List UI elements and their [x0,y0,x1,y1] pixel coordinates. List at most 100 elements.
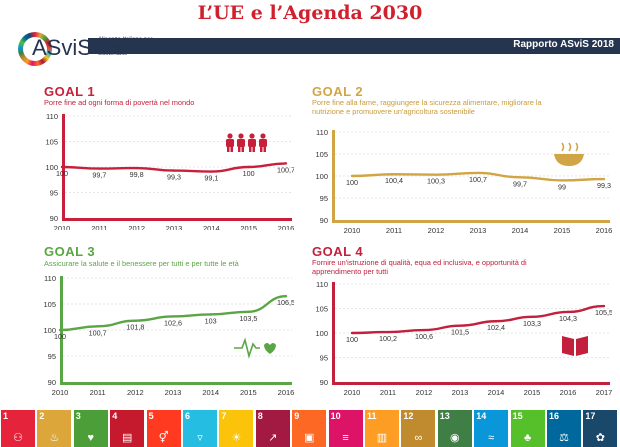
y-tick-label: 110 [44,274,56,283]
sdg-goal-tile: 4 ▤ [110,410,145,447]
cubes-icon: ▣ [303,432,315,444]
data-label: 100,7 [277,165,294,174]
sdg-goal-number: 12 [403,411,414,421]
x-tick-label: 2017 [596,388,612,397]
y-tick-label: 110 [46,112,58,121]
sun-icon: ☀ [231,432,242,444]
x-tick-label: 2013 [165,388,182,397]
goal-4-chart: 90 95 100 105 110 2010 2011 2012 2013 2014 2015 201… [315,280,613,397]
sdg-goal-number: 6 [185,411,191,421]
sdg-ring-icon [18,32,52,66]
equal-icon: ≡ [342,432,349,444]
y-tick-label: 95 [320,354,328,363]
goal-2-panel: GOAL 2 Porre fine alla fame, raggiungere… [300,80,612,240]
x-tick-label: 2013 [166,224,183,230]
data-point [247,165,250,169]
data-point [58,328,62,332]
sdg-goal-number: 5 [148,411,154,421]
data-point [135,166,138,170]
data-point [530,315,534,319]
data-label: 101,8 [126,323,144,332]
x-tick-label: 2016 [278,224,294,230]
sdg-goal-number: 11 [367,411,377,421]
data-point [98,167,101,170]
y-tick-label: 95 [320,194,328,203]
sdg-goal-number: 17 [585,411,596,421]
x-tick-label: 2014 [202,388,219,397]
data-point [350,331,354,335]
data-point [476,171,480,175]
data-label: 105,5 [595,308,612,317]
x-tick-label: 2012 [127,388,144,397]
x-tick-label: 2011 [91,224,107,230]
data-point [560,179,564,182]
x-tick-label: 2011 [90,388,106,397]
data-label: 101,5 [451,328,469,337]
sdg-goal-number: 9 [294,411,300,421]
sdg-goal-number: 13 [439,411,450,421]
goal-description: Porre fine alla fame, raggiungere la sic… [312,98,542,116]
data-point [566,310,570,314]
data-point [172,169,176,172]
sdg-goal-number: 2 [39,411,45,421]
sdg-goal-tile: 16 ⚖ [547,410,581,447]
y-tick-label: 95 [50,189,58,198]
tree-icon: ♣ [523,432,532,444]
bowl-icon: ♨ [49,432,60,444]
asvis-logo: ASviS Alleanza Italiana per lo Sviluppo … [18,30,158,66]
x-tick-label: 2016 [278,388,294,397]
y-tick-label: 100 [43,326,56,335]
sdg-goal-number: 4 [112,411,118,421]
book-icon: ▤ [121,432,133,444]
data-point [434,173,438,176]
data-point [458,324,462,327]
data-label: 99 [558,182,566,191]
goal-description: Fornire un'istruzione di qualità, equa e… [312,258,527,276]
sdg-goal-number: 7 [221,411,227,421]
people-icon [226,133,267,152]
y-tick-label: 90 [320,216,328,225]
sdg-goal-tile: 13 ◉ [437,410,472,447]
sdg-goal-tile: 7 ☀ [219,410,254,447]
axis-bottom-bar [332,382,610,385]
sdg-goal-tile: 17 ✿ [583,410,618,447]
flower-icon: ✿ [595,432,605,444]
header-band: Rapporto ASviS 2018 [88,38,620,54]
logo-subtitle: Alleanza Italiana per lo Sviluppo Sosten… [98,37,153,57]
bowl-icon [554,142,584,166]
data-point [134,319,137,322]
data-point [247,310,250,313]
book-icon [562,336,588,356]
x-tick-label: 2015 [524,388,541,397]
data-label: 100,2 [379,334,397,343]
data-point [494,320,498,323]
x-tick-label: 2010 [344,226,361,235]
data-label: 106,5 [277,298,294,307]
sdg-goal-tile: 14 ≈ [474,410,509,447]
data-point [350,174,354,178]
x-tick-label: 2012 [128,224,145,230]
sdg-goal-number: 14 [476,411,487,421]
city-icon: ▥ [376,432,388,444]
sdg-goal-tile: 15 ♣ [510,410,545,447]
axis-bottom-bar [60,382,292,385]
sdg-goal-number: 10 [330,411,341,421]
data-point [386,330,390,334]
sdg-goal-tile: 5 ⚥ [146,410,181,447]
data-point [96,325,99,328]
sdg-goal-tile: 10 ≡ [328,410,363,447]
data-label: 100,7 [469,175,487,184]
heartbeat-icon: ♥ [87,432,95,444]
sdg-goal-tile: 3 ♥ [73,410,108,447]
sdg-goal-tile: 1 ⚇ [1,410,35,447]
goal-3-panel: GOAL 3 Assicurare la salute e il benesse… [4,240,295,398]
sdg-goal-number: 8 [257,411,263,421]
sdg-goal-tile: 11 ▥ [365,410,399,447]
data-point [209,313,212,316]
data-point [518,176,522,179]
growth-icon: ↗ [268,432,278,444]
data-label: 103,5 [239,314,257,323]
y-tick-label: 90 [50,214,58,223]
data-label: 100,7 [89,328,107,337]
sdg-goal-tile: 8 ↗ [255,410,290,447]
